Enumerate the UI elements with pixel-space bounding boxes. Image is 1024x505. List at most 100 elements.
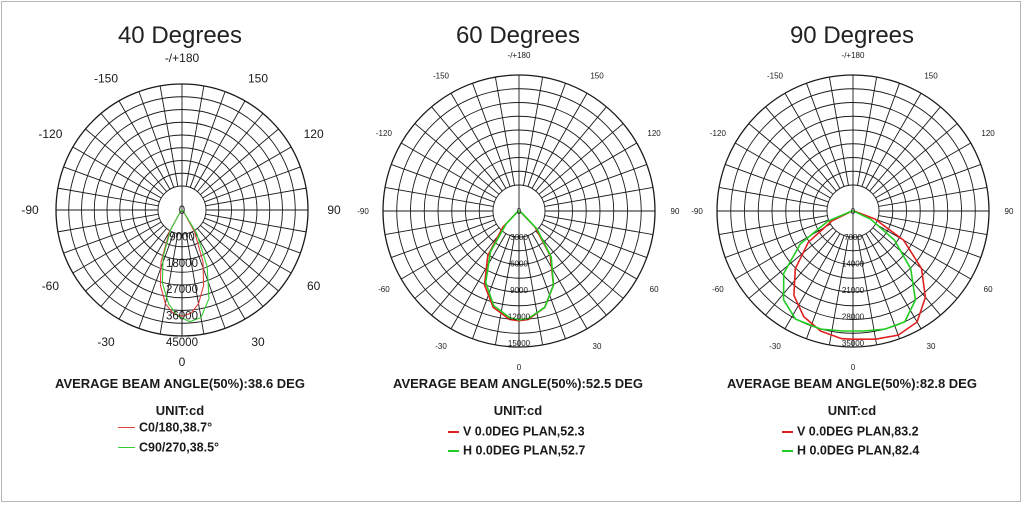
grid-spoke bbox=[138, 232, 175, 329]
grid-spoke bbox=[748, 227, 834, 299]
grid-spoke bbox=[189, 91, 226, 188]
radial-tick-label: 0 bbox=[851, 207, 856, 216]
radial-tick-label: 15000 bbox=[508, 339, 531, 348]
grid-spoke bbox=[202, 221, 292, 274]
grid-spoke bbox=[725, 164, 829, 203]
grid-spoke bbox=[205, 213, 307, 233]
radial-tick-label: 27000 bbox=[166, 284, 198, 296]
legend-swatch bbox=[448, 430, 459, 433]
grid-spoke bbox=[718, 215, 828, 236]
grid-spoke bbox=[784, 92, 841, 189]
grid-spoke bbox=[865, 233, 922, 330]
legend-item: C90/270,38.5° bbox=[118, 440, 219, 458]
legend-swatch bbox=[782, 430, 793, 433]
grid-spoke bbox=[869, 230, 941, 316]
legend-label: C90/270,38.5° bbox=[139, 440, 220, 455]
radial-tick-label: 18000 bbox=[166, 258, 198, 270]
angle-label: 30 bbox=[593, 342, 602, 351]
grid-spoke bbox=[494, 236, 515, 346]
grid-spoke bbox=[725, 219, 829, 258]
beam-angle-text: AVERAGE BEAM ANGLE(50%):82.8 DEG bbox=[727, 376, 977, 391]
grid-spoke bbox=[400, 223, 497, 280]
grid-spoke bbox=[450, 233, 507, 330]
polar-grid bbox=[716, 74, 990, 348]
legend-label: C0/180,38.7° bbox=[139, 420, 213, 435]
angle-label: -150 bbox=[94, 72, 118, 86]
grid-spoke bbox=[494, 76, 515, 186]
angle-label: 120 bbox=[981, 129, 995, 138]
polar-plot: -/+180-150 150-120 120-90 90-60 60-30 3000300… bbox=[357, 51, 680, 372]
angle-label: 0 bbox=[851, 363, 856, 372]
grid-spoke bbox=[865, 92, 922, 189]
angle-label: 150 bbox=[924, 72, 938, 81]
grid-spoke bbox=[734, 223, 831, 280]
grid-spoke bbox=[875, 142, 972, 199]
grid-spoke bbox=[544, 215, 654, 236]
grid-spoke bbox=[118, 100, 171, 190]
angle-label: 60 bbox=[984, 285, 993, 294]
grid-spoke bbox=[204, 166, 301, 203]
beam-angle-text: AVERAGE BEAM ANGLE(50%):52.5 DEG bbox=[393, 376, 643, 391]
radial-tick-label: 35000 bbox=[842, 339, 865, 348]
grid-spoke bbox=[535, 230, 607, 316]
grid-spoke bbox=[527, 83, 566, 187]
grid-spoke bbox=[765, 106, 837, 192]
beam-angle-text: AVERAGE BEAM ANGLE(50%):38.6 DEG bbox=[55, 376, 305, 391]
grid-spoke bbox=[872, 227, 958, 299]
grid-spoke bbox=[784, 233, 841, 330]
grid-spoke bbox=[63, 217, 160, 254]
angle-label: -120 bbox=[710, 129, 727, 138]
angle-label: -120 bbox=[376, 129, 393, 138]
grid-spoke bbox=[523, 236, 544, 346]
grid-spoke bbox=[877, 219, 981, 258]
radial-tick-label: 3000 bbox=[510, 233, 528, 242]
angle-label: 60 bbox=[650, 285, 659, 294]
polar-plot: -/+180 -150 150 -120 120 -90 90 -60 60 -30 30 0 0 700… bbox=[691, 51, 1014, 372]
grid-spoke bbox=[138, 91, 175, 188]
angle-label: 0 bbox=[179, 355, 186, 369]
series-curve bbox=[782, 210, 917, 332]
legend-swatch bbox=[118, 427, 135, 429]
radial-tick-label: 6000 bbox=[510, 260, 528, 269]
angle-label: 0 bbox=[517, 363, 522, 372]
grid-spoke bbox=[391, 219, 495, 258]
legend-item: H 0.0DEG PLAN,52.7 bbox=[448, 443, 585, 461]
legend-swatch bbox=[782, 449, 793, 452]
grid-spoke bbox=[450, 92, 507, 189]
chart-title: 40 Degrees bbox=[117, 22, 243, 49]
grid-spoke bbox=[765, 230, 837, 316]
legend-item: V 0.0DEG PLAN,83.2 bbox=[782, 424, 919, 442]
grid-spoke bbox=[718, 186, 828, 207]
grid-spoke bbox=[538, 123, 624, 195]
grid-spoke bbox=[806, 83, 845, 187]
grid-spoke bbox=[861, 83, 900, 187]
unit-text: UNIT:cd bbox=[493, 403, 543, 418]
legend-label: H 0.0DEG PLAN,52.7 bbox=[463, 443, 586, 458]
radial-tick-label: 14000 bbox=[842, 260, 865, 269]
chart-title: 90 Degrees bbox=[789, 22, 915, 49]
grid-spoke bbox=[200, 225, 279, 292]
grid-spoke bbox=[391, 164, 495, 203]
radial-tick-label: 7000 bbox=[844, 233, 862, 242]
grid-spoke bbox=[877, 164, 981, 203]
radial-tick-label: 21000 bbox=[842, 286, 865, 295]
series-curve bbox=[793, 210, 927, 340]
grid-spoke bbox=[85, 128, 164, 195]
grid-spoke bbox=[384, 215, 494, 236]
grid-spoke bbox=[472, 235, 511, 339]
grid-spoke bbox=[159, 233, 179, 335]
grid-spoke bbox=[414, 227, 500, 299]
grid-spoke bbox=[414, 123, 500, 195]
grid-spoke bbox=[869, 106, 941, 192]
grid-spoke bbox=[523, 76, 544, 186]
angle-label: -60 bbox=[42, 279, 60, 293]
grid-spoke bbox=[535, 106, 607, 192]
grid-spoke bbox=[200, 128, 279, 195]
grid-spoke bbox=[543, 219, 647, 258]
polar-grid bbox=[55, 83, 309, 337]
grid-spoke bbox=[527, 235, 566, 339]
grid-spoke bbox=[63, 166, 160, 203]
grid-spoke bbox=[159, 85, 179, 187]
grid-spoke bbox=[748, 123, 834, 195]
